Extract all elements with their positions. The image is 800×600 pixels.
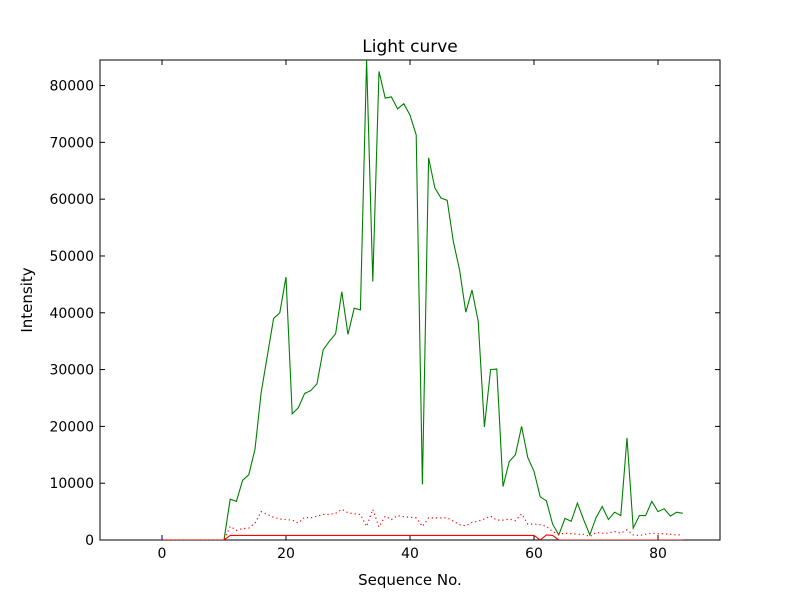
x-tick-label: 20	[277, 546, 295, 562]
y-tick-label: 70000	[49, 135, 94, 151]
chart-title: Light curve	[362, 37, 457, 57]
x-tick-label: 40	[401, 546, 419, 562]
y-axis-label: Intensity	[18, 267, 36, 332]
y-tick-label: 20000	[49, 419, 94, 435]
y-tick-label: 0	[85, 533, 94, 549]
y-tick-label: 40000	[49, 306, 94, 322]
series-line-2	[162, 534, 683, 540]
series-line-0	[162, 60, 683, 540]
y-tick-label: 50000	[49, 249, 94, 265]
x-tick-label: 0	[158, 546, 167, 562]
y-tick-label: 80000	[49, 79, 94, 95]
series-group	[161, 60, 683, 540]
series-line-1	[162, 507, 683, 540]
x-tick-label: 80	[649, 546, 667, 562]
y-tick-label: 10000	[49, 476, 94, 492]
x-axis-label: Sequence No.	[358, 571, 462, 589]
y-tick-label: 60000	[49, 192, 94, 208]
plot-frame	[99, 59, 721, 541]
x-tick-label: 60	[525, 546, 543, 562]
axis-ticks: 0 20 40 60 80 0 10000 20000 30000 40000 50000 60000…	[49, 60, 720, 562]
y-tick-label: 30000	[49, 363, 94, 379]
